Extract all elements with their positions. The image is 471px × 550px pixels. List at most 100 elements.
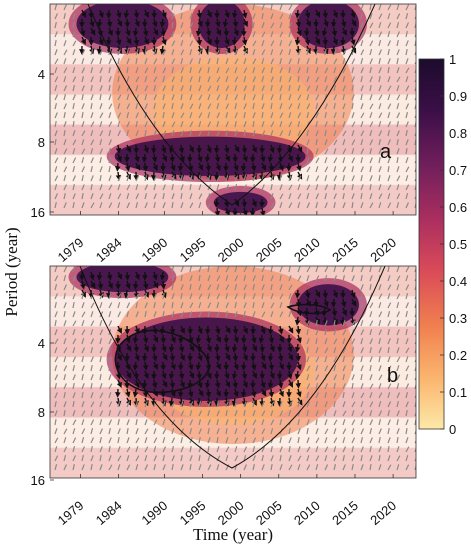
phase-arrow-faint [225,275,229,282]
phase-arrow-faint [108,311,112,318]
phase-arrow [170,334,176,344]
phase-arrow-faint [54,455,59,462]
phase-arrow-faint [117,75,120,83]
phase-arrow-faint [252,301,255,309]
phase-arrow-faint [135,418,138,426]
phase-arrow [213,198,220,208]
phase-arrow-faint [180,266,184,273]
phase-arrow-faint [315,138,318,146]
phase-arrow [288,325,294,334]
phase-arrow-faint [90,193,94,200]
phase-arrow-faint [117,455,122,462]
phase-arrow-faint [189,183,192,191]
phase-arrow-faint [180,130,185,137]
phase-arrow-faint [378,446,382,453]
phase-arrow-faint [387,4,392,11]
phase-arrow-faint [180,292,183,300]
phase-arrow-faint [351,166,355,173]
phase-arrow-faint [207,49,210,56]
phase-arrow-faint [315,76,320,83]
phase-arrow-faint [225,121,229,128]
phase-arrow-faint [243,49,248,56]
phase-arrow-faint [315,464,319,471]
phase-arrow-faint [207,94,211,101]
phase-arrow [162,352,168,361]
phase-arrow-faint [360,338,364,345]
phase-arrow-faint [63,193,66,200]
phase-arrow-faint [153,428,157,435]
phase-arrow [315,289,321,298]
phase-arrow [215,18,221,28]
phase-arrow-faint [297,455,302,462]
phase-arrow-faint [315,401,318,408]
phase-arrow-faint [63,40,67,47]
phase-arrow-faint [189,193,193,200]
phase-arrow-faint [81,175,84,182]
phase-arrow-faint [225,401,229,408]
phase-arrow-faint [297,428,301,435]
phase-arrow-faint [90,356,94,363]
phase-arrow-faint [405,184,410,191]
phase-arrow-faint [54,4,58,11]
phase-arrow-faint [81,356,85,363]
phase-arrow-faint [360,428,365,435]
power-blob-core [198,4,245,48]
phase-arrow-faint [360,284,364,291]
phase-arrow-faint [117,311,122,318]
phase-arrow-faint [324,401,328,408]
phase-arrow-faint [378,13,383,20]
phase-arrow-faint [297,112,302,119]
phase-arrow-faint [396,40,399,47]
phase-arrow-faint [234,266,238,273]
phase-arrow-faint [198,311,203,318]
phase-arrow-faint [81,374,84,381]
phase-arrow [297,397,303,406]
phase-arrow-faint [315,175,320,182]
phase-arrow-faint [216,85,220,92]
phase-arrow-faint [396,293,401,300]
phase-arrow-faint [351,130,355,137]
phase-arrow [215,334,221,343]
phase-arrow-faint [279,112,284,119]
phase-arrow-faint [171,85,174,92]
phase-arrow-faint [378,401,382,408]
phase-arrow-faint [234,112,238,119]
phase-arrow-faint [207,112,211,119]
phase-arrow-faint [81,320,85,327]
phase-arrow-faint [117,94,122,101]
phase-arrow [331,307,338,317]
phase-arrow-faint [360,192,363,200]
phase-arrow-faint [153,85,157,92]
phase-arrow-faint [135,401,138,408]
power-blob-core [213,191,268,213]
phase-arrow-faint [342,383,346,390]
phase-arrow-faint [351,102,354,110]
phase-arrow-faint [90,446,93,453]
phase-arrow [304,316,311,326]
phase-arrow-faint [297,419,300,426]
phase-arrow-faint [279,202,283,209]
phase-arrow-faint [279,410,284,417]
phase-arrow [151,352,158,362]
phase-arrow-faint [180,76,183,83]
phase-arrow-faint [216,266,220,273]
phase-arrow-faint [306,49,309,56]
phase-arrow-faint [117,202,121,209]
phase-arrow-faint [171,201,174,209]
phase-arrow-faint [198,121,202,128]
phase-arrow [223,144,230,154]
phase-arrow-faint [351,356,355,363]
phase-arrow [350,316,356,326]
phase-arrow-faint [54,410,58,417]
phase-arrow-faint [216,436,219,444]
phase-arrow-faint [414,114,416,119]
phase-arrow-faint [396,112,401,119]
phase-arrow-faint [234,58,239,65]
phase-arrow-faint [72,175,76,182]
phase-arrow-faint [306,392,310,399]
phase-arrow-faint [135,184,139,191]
phase-arrow-faint [72,320,77,327]
phase-arrow-faint [216,293,221,300]
phase-arrow-faint [234,49,238,56]
